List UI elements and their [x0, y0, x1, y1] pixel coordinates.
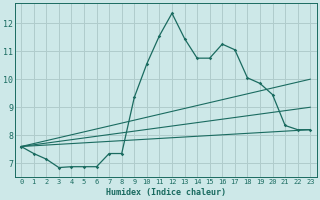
X-axis label: Humidex (Indice chaleur): Humidex (Indice chaleur) — [106, 188, 226, 197]
